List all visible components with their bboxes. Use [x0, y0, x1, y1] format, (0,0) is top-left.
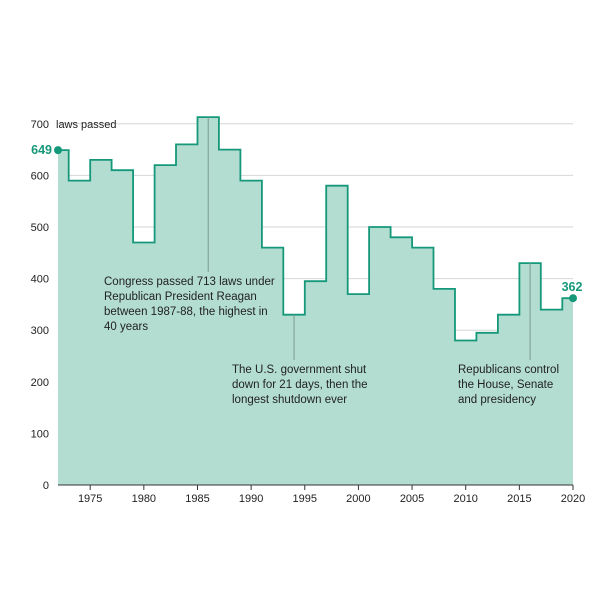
- x-tick-label: 2010: [453, 493, 477, 505]
- annotation-line-text: between 1987-88, the highest in: [104, 306, 268, 318]
- annotation-line-text: 40 years: [104, 321, 148, 333]
- end-dot: [569, 294, 577, 303]
- x-tick-label: 1975: [78, 493, 102, 505]
- x-tick-label: 2015: [507, 493, 531, 505]
- y-tick-label: 600: [31, 170, 49, 182]
- annotation-text: Republicans control the House, Senate and …: [458, 364, 559, 406]
- annotations: Congress passed 713 laws under Republican…: [104, 276, 559, 406]
- y-tick-label: 100: [31, 428, 49, 440]
- series-line: [58, 116, 573, 342]
- y-tick-label: 700: [31, 119, 49, 131]
- x-tick-label: 1980: [132, 493, 156, 505]
- y-unit-label: laws passed: [56, 119, 117, 131]
- end-value-label: 362: [562, 280, 583, 294]
- y-tick-label: 200: [31, 377, 49, 389]
- annotation-text: Congress passed 713 laws under Republican…: [104, 276, 275, 333]
- start-value-label: 649: [31, 143, 52, 157]
- y-tick-label: 500: [31, 222, 49, 234]
- annotation-line-text: longest shutdown ever: [232, 394, 347, 406]
- annotation-line-text: Republican President Reagan: [104, 291, 257, 303]
- annotation-line-text: Congress passed 713 laws under: [104, 276, 275, 288]
- end-labels: 649 362: [31, 143, 583, 303]
- y-tick-label: 300: [31, 325, 49, 337]
- x-tick-label: 1995: [293, 493, 317, 505]
- annotation-text: The U.S. government shut down for 21 days…: [232, 364, 368, 406]
- annotation-line-text: the House, Senate: [458, 379, 553, 391]
- x-tick-label: 2000: [346, 493, 370, 505]
- annotation-line-text: The U.S. government shut: [232, 364, 367, 376]
- y-tick-label: 0: [43, 480, 49, 492]
- x-tick-label: 1990: [239, 493, 263, 505]
- series-area: [58, 116, 573, 485]
- annotation-line-text: down for 21 days, then the: [232, 379, 368, 391]
- y-tick-label: 400: [31, 274, 49, 286]
- annotation-line-text: Republicans control: [458, 364, 559, 376]
- start-dot: [54, 146, 62, 155]
- x-tick-label: 2020: [561, 493, 585, 505]
- area-fill: [58, 117, 573, 485]
- tick-labels: 0 100 200 300 400 500 600 700 laws passed 1975 198…: [31, 119, 586, 505]
- annotation-line-text: and presidency: [458, 394, 536, 406]
- x-tick-label: 2005: [400, 493, 424, 505]
- annotation-lines: [207, 117, 531, 360]
- x-tick-label: 1985: [185, 493, 209, 505]
- axes: [58, 484, 574, 490]
